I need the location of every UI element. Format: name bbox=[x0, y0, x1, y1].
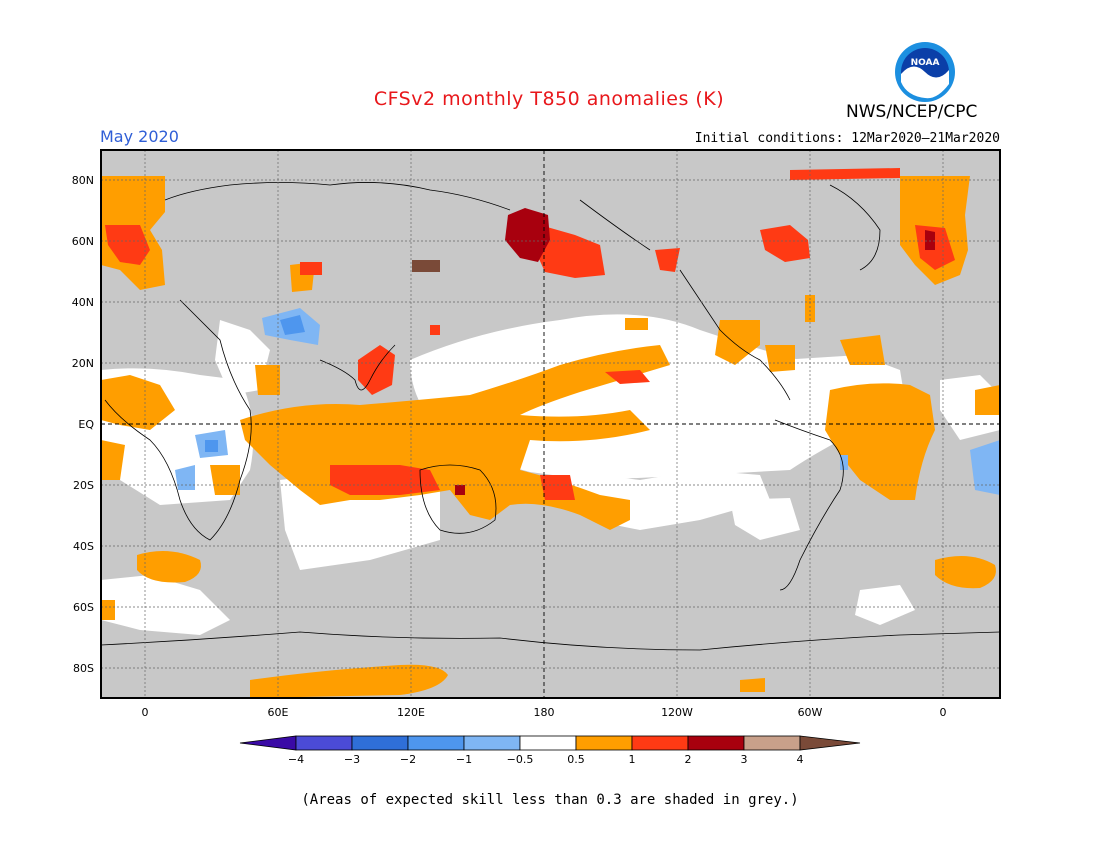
latitude-labels: 80N 60N 40N 20N EQ 20S 40S 60S 80S bbox=[72, 174, 95, 675]
longitude-labels: 0 60E 120E 180 120W 60W 0 bbox=[142, 706, 947, 719]
lon-label: 120E bbox=[397, 706, 425, 719]
legend-swatch bbox=[743, 735, 801, 751]
noaa-logo-icon: NOAA bbox=[895, 42, 955, 102]
legend-tick-label: −1 bbox=[456, 753, 472, 766]
lat-label: 20N bbox=[72, 357, 94, 370]
color-legend: −4 −3 −2 −1 −0.5 0.5 1 2 3 4 bbox=[239, 735, 861, 766]
coastlines bbox=[101, 182, 1000, 651]
lat-label: 40N bbox=[72, 296, 94, 309]
agency-label: NWS/NCEP/CPC bbox=[846, 102, 978, 122]
legend-swatch bbox=[575, 735, 633, 751]
legend-swatch bbox=[687, 735, 745, 751]
lat-label: 80S bbox=[73, 662, 94, 675]
legend-swatch bbox=[631, 735, 689, 751]
negative-anomaly-regions bbox=[175, 308, 1000, 495]
legend-tick-label: −0.5 bbox=[507, 753, 534, 766]
chart-title: CFSv2 monthly T850 anomalies (K) bbox=[373, 88, 725, 110]
positive-anomaly-darkred bbox=[455, 208, 935, 495]
legend-arrow-left bbox=[239, 735, 297, 751]
legend-swatch bbox=[463, 735, 521, 751]
legend-tick-label: −3 bbox=[344, 753, 360, 766]
legend-tick-label: 4 bbox=[797, 753, 804, 766]
lon-label: 120W bbox=[661, 706, 693, 719]
lon-label: 60W bbox=[798, 706, 823, 719]
lat-label: 80N bbox=[72, 174, 94, 187]
legend-swatch bbox=[407, 735, 465, 751]
lat-label: 60S bbox=[73, 601, 94, 614]
positive-anomaly-brown bbox=[412, 260, 440, 272]
legend-arrow-right bbox=[799, 735, 861, 751]
legend-swatch bbox=[519, 735, 577, 751]
lat-label: 40S bbox=[73, 540, 94, 553]
lon-label: 60E bbox=[268, 706, 289, 719]
noaa-logo-text: NOAA bbox=[911, 58, 940, 68]
lon-label: 0 bbox=[940, 706, 947, 719]
lat-label: 60N bbox=[72, 235, 94, 248]
initial-conditions: Initial conditions: 12Mar2020–21Mar2020 bbox=[694, 131, 1000, 146]
lon-label: 180 bbox=[534, 706, 555, 719]
forecast-month: May 2020 bbox=[100, 127, 179, 146]
legend-tick-label: 2 bbox=[685, 753, 692, 766]
legend-tick-label: −2 bbox=[400, 753, 416, 766]
map-frame bbox=[100, 149, 1001, 699]
legend-tick-label: −4 bbox=[288, 753, 304, 766]
lon-label: 0 bbox=[142, 706, 149, 719]
legend-swatch bbox=[351, 735, 409, 751]
skill-note: (Areas of expected skill less than 0.3 a… bbox=[301, 792, 799, 808]
legend-tick-label: 0.5 bbox=[567, 753, 585, 766]
legend-swatch bbox=[295, 735, 353, 751]
positive-anomaly-red bbox=[105, 168, 955, 500]
reference-lines bbox=[101, 150, 1000, 698]
legend-tick-label: 1 bbox=[629, 753, 636, 766]
legend-tick-label: 3 bbox=[741, 753, 748, 766]
lat-label: EQ bbox=[78, 418, 94, 431]
lat-label: 20S bbox=[73, 479, 94, 492]
